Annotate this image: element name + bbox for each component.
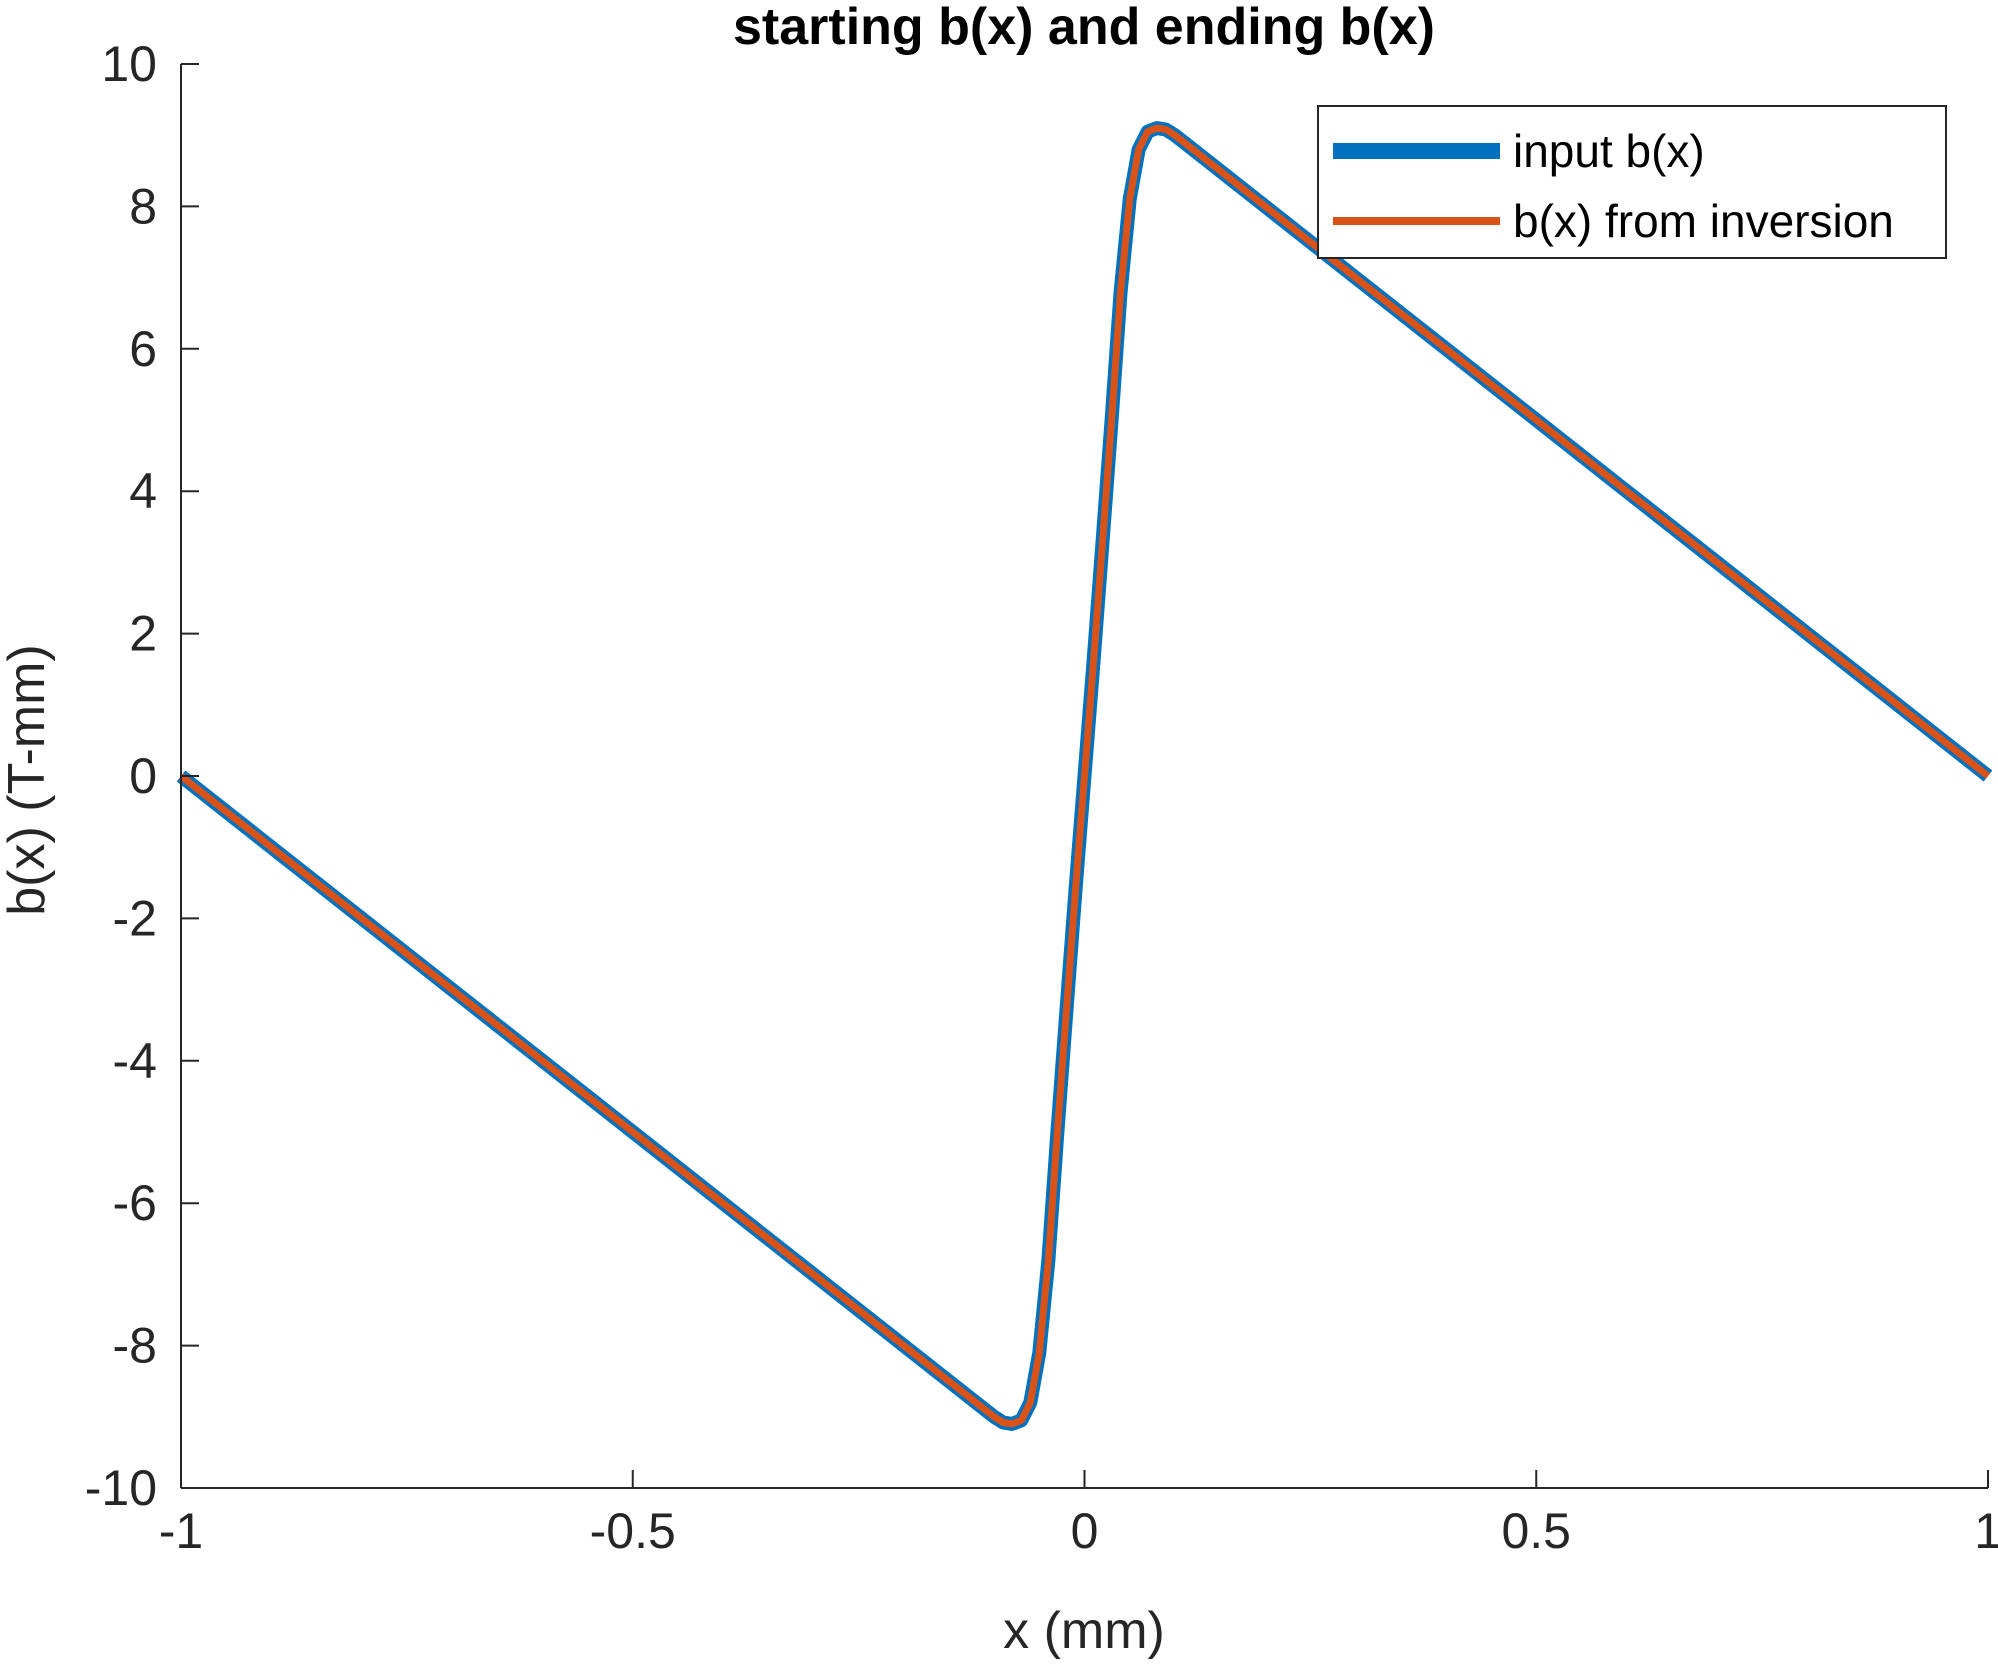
y-tick-label: -6: [113, 1175, 157, 1231]
legend: input b(x) b(x) from inversion: [1317, 105, 1947, 259]
y-tick-label: 2: [129, 606, 157, 662]
x-axis-label: x (mm): [1003, 1602, 1165, 1660]
series-layer: [176, 121, 1993, 1431]
legend-label-input: input b(x): [1513, 125, 1705, 177]
plot-area: -1 -0.5 0 0.5 1 -10 -8 -6 -4 -2 0 2 4 6 8 10: [85, 36, 1998, 1559]
chart-title: starting b(x) and ending b(x): [733, 0, 1435, 56]
y-tick-label: 10: [101, 36, 157, 92]
y-tick-label: 6: [129, 321, 157, 377]
y-tick-label: -2: [113, 890, 157, 946]
x-tick-label: 0.5: [1501, 1503, 1571, 1559]
x-tick-label: -0.5: [590, 1503, 676, 1559]
legend-label-inversion: b(x) from inversion: [1513, 195, 1894, 247]
x-tick-label: 0: [1071, 1503, 1099, 1559]
series-line-1: [178, 124, 1991, 1428]
y-tick-label: -10: [85, 1460, 157, 1516]
x-tick-label: -1: [159, 1503, 203, 1559]
x-tick-label: 1: [1974, 1503, 1998, 1559]
y-tick-label: 0: [129, 748, 157, 804]
y-tick-label: -4: [113, 1033, 157, 1089]
legend-box: [1317, 105, 1947, 259]
y-axis-label: b(x) (T-mm): [0, 644, 56, 915]
y-tick-label: 8: [129, 178, 157, 234]
y-tick-label: 4: [129, 463, 157, 519]
y-tick-label: -8: [113, 1318, 157, 1374]
tick-layer: -1 -0.5 0 0.5 1 -10 -8 -6 -4 -2 0 2 4 6 8 10: [85, 36, 1998, 1559]
